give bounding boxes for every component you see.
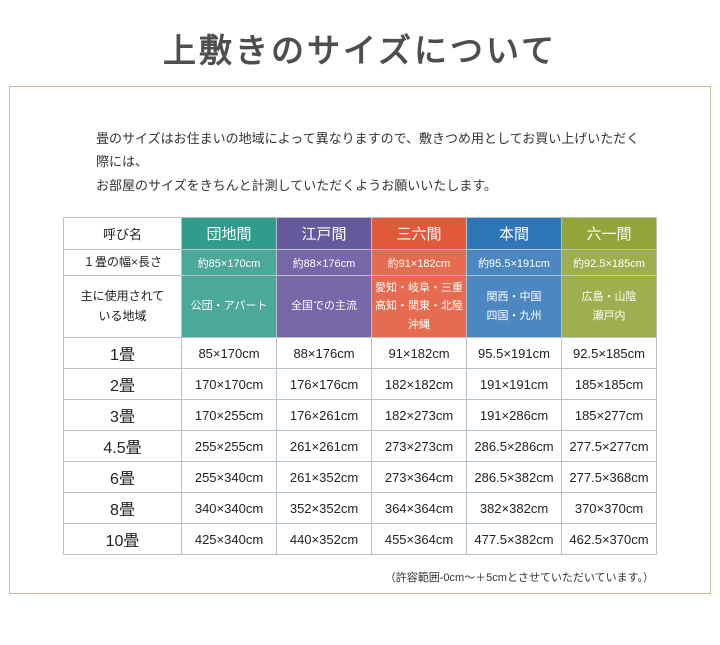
size-cell: 261×261cm: [276, 430, 372, 463]
size-cell: 170×255cm: [181, 399, 277, 432]
size-cell: 364×364cm: [371, 492, 467, 525]
table-row: 4.5畳 255×255cm 261×261cm 273×273cm 286.5…: [63, 430, 657, 463]
size-cell: 352×352cm: [276, 492, 372, 525]
size-label: 1畳: [63, 337, 182, 370]
size-cell: 273×364cm: [371, 461, 467, 494]
column-header-edoma: 江戸間: [276, 217, 372, 251]
size-table: 呼び名 団地間 江戸間 三六間 本間 六一間 １畳の幅×長さ 約85×170cm…: [63, 217, 657, 556]
size-cell: 455×364cm: [371, 523, 467, 556]
size-label: 2畳: [63, 368, 182, 401]
size-cell: 273×273cm: [371, 430, 467, 463]
size-label: 3畳: [63, 399, 182, 432]
size-cell: 286.5×382cm: [466, 461, 562, 494]
width-length-cell: 約92.5×185cm: [561, 249, 657, 277]
size-cell: 277.5×368cm: [561, 461, 657, 494]
size-cell: 185×185cm: [561, 368, 657, 401]
table-row: 8畳 340×340cm 352×352cm 364×364cm 382×382…: [63, 492, 657, 525]
size-cell: 88×176cm: [276, 337, 372, 370]
width-length-cell: 約95.5×191cm: [466, 249, 562, 277]
column-header-sanrokuma: 三六間: [371, 217, 467, 251]
region-cell: 広島・山陰 瀬戸内: [561, 275, 657, 339]
size-cell: 425×340cm: [181, 523, 277, 556]
row-label-region: 主に使用されて いる地域: [63, 275, 182, 339]
table-row: 3畳 170×255cm 176×261cm 182×273cm 191×286…: [63, 399, 657, 432]
table-row: 6畳 255×340cm 261×352cm 273×364cm 286.5×3…: [63, 461, 657, 494]
column-header-honma: 本間: [466, 217, 562, 251]
size-cell: 182×273cm: [371, 399, 467, 432]
size-cell: 255×255cm: [181, 430, 277, 463]
size-cell: 382×382cm: [466, 492, 562, 525]
size-cell: 370×370cm: [561, 492, 657, 525]
size-cell: 277.5×277cm: [561, 430, 657, 463]
width-length-row: １畳の幅×長さ 約85×170cm 約88×176cm 約91×182cm 約9…: [63, 249, 657, 277]
size-cell: 286.5×286cm: [466, 430, 562, 463]
table-header-row: 呼び名 団地間 江戸間 三六間 本間 六一間: [63, 217, 657, 251]
intro-text: 畳のサイズはお住まいの地域によって異なりますので、敷きつめ用としてお買い上げいた…: [96, 131, 640, 193]
region-cell: 愛知・岐阜・三重 高知・関東・北陸 沖縄: [371, 275, 467, 339]
size-cell: 261×352cm: [276, 461, 372, 494]
size-cell: 340×340cm: [181, 492, 277, 525]
column-header-rokuichima: 六一間: [561, 217, 657, 251]
size-cell: 477.5×382cm: [466, 523, 562, 556]
size-cell: 182×182cm: [371, 368, 467, 401]
region-cell: 公団・アパート: [181, 275, 277, 339]
table-row: 1畳 85×170cm 88×176cm 91×182cm 95.5×191cm…: [63, 337, 657, 370]
size-cell: 176×176cm: [276, 368, 372, 401]
size-cell: 170×170cm: [181, 368, 277, 401]
region-row: 主に使用されて いる地域 公団・アパート 全国での主流 愛知・岐阜・三重 高知・…: [63, 275, 657, 339]
size-cell: 185×277cm: [561, 399, 657, 432]
size-cell: 440×352cm: [276, 523, 372, 556]
corner-header: 呼び名: [63, 217, 182, 251]
table-row: 10畳 425×340cm 440×352cm 455×364cm 477.5×…: [63, 523, 657, 556]
size-label: 4.5畳: [63, 430, 182, 463]
width-length-cell: 約85×170cm: [181, 249, 277, 277]
column-header-danchima: 団地間: [181, 217, 277, 251]
region-cell: 関西・中国 四国・九州: [466, 275, 562, 339]
row-label-width-length: １畳の幅×長さ: [63, 249, 182, 277]
size-label: 8畳: [63, 492, 182, 525]
size-cell: 92.5×185cm: [561, 337, 657, 370]
content-box: 畳のサイズはお住まいの地域によって異なりますので、敷きつめ用としてお買い上げいた…: [9, 86, 711, 594]
size-cell: 176×261cm: [276, 399, 372, 432]
page-title: 上敷きのサイズについて: [162, 34, 558, 70]
size-cell: 85×170cm: [181, 337, 277, 370]
size-cell: 95.5×191cm: [466, 337, 562, 370]
size-cell: 91×182cm: [371, 337, 467, 370]
table-row: 2畳 170×170cm 176×176cm 182×182cm 191×191…: [63, 368, 657, 401]
size-label: 6畳: [63, 461, 182, 494]
width-length-cell: 約88×176cm: [276, 249, 372, 277]
size-cell: 255×340cm: [181, 461, 277, 494]
size-label: 10畳: [63, 523, 182, 556]
size-cell: 191×286cm: [466, 399, 562, 432]
size-cell: 191×191cm: [466, 368, 562, 401]
tolerance-note: （許容範囲-0cm〜＋5cmとさせていただいています。）: [384, 572, 654, 585]
width-length-cell: 約91×182cm: [371, 249, 467, 277]
size-cell: 462.5×370cm: [561, 523, 657, 556]
region-cell: 全国での主流: [276, 275, 372, 339]
